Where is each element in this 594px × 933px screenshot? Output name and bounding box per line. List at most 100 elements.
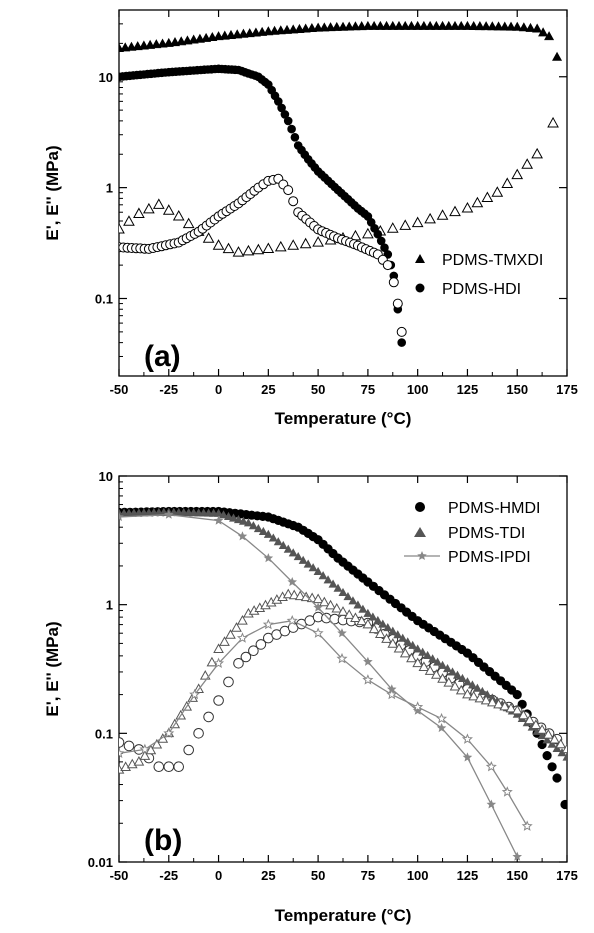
data-point [511, 704, 523, 715]
data-point [437, 673, 448, 683]
data-point [348, 596, 358, 605]
data-point [531, 147, 543, 159]
data-point [120, 761, 131, 771]
data-point [163, 509, 174, 519]
data-point [298, 555, 308, 564]
series-line [119, 620, 528, 827]
data-point [431, 20, 442, 30]
data-point [294, 590, 306, 601]
y-axis-label-a: E', E'' (MPa) [43, 145, 62, 240]
data-point [455, 684, 467, 695]
data-point [193, 728, 204, 739]
data-point [436, 209, 449, 220]
data-point [263, 553, 274, 563]
data-point [487, 21, 498, 31]
data-point [274, 240, 287, 252]
data-point [350, 21, 361, 31]
data-point [343, 609, 355, 619]
data-point [123, 740, 135, 752]
data-point [399, 647, 411, 658]
data-point [462, 20, 473, 30]
data-point [189, 688, 201, 700]
legend-marker-tdi [414, 527, 426, 537]
data-point [255, 639, 267, 650]
data-point [462, 752, 473, 762]
data-point [356, 21, 367, 31]
data-point [511, 168, 524, 180]
data-point [268, 533, 278, 542]
data-marks-a [119, 20, 563, 347]
data-point [145, 744, 157, 755]
data-point [552, 773, 562, 783]
data-point [505, 702, 517, 713]
data-point [542, 735, 552, 744]
data-point [237, 531, 248, 541]
data-point [312, 627, 324, 638]
data-point [337, 606, 349, 616]
data-point [172, 209, 185, 221]
data-point [328, 579, 338, 588]
data-point [525, 22, 536, 32]
x-tick-label-b: 175 [556, 868, 578, 883]
data-point [468, 690, 480, 701]
data-point [376, 236, 386, 246]
data-point [283, 116, 293, 126]
data-point [561, 743, 567, 754]
data-point [278, 540, 288, 549]
x-tick-label-b: -50 [110, 868, 129, 883]
data-point [238, 516, 248, 525]
data-point [337, 21, 349, 31]
data-point [344, 21, 355, 31]
data-point [424, 665, 436, 675]
data-point [449, 680, 461, 691]
data-point [331, 602, 343, 613]
data-point [512, 851, 523, 861]
data-point [337, 628, 347, 638]
data-point [325, 22, 336, 32]
data-point [133, 755, 145, 766]
data-point [162, 204, 175, 215]
data-point [408, 640, 418, 649]
data-point [213, 695, 224, 706]
data-point [499, 21, 510, 31]
data-point [397, 338, 407, 347]
data-point [343, 592, 353, 601]
x-tick-label-b: 25 [261, 868, 275, 883]
data-point [258, 526, 268, 535]
data-point [283, 544, 293, 553]
data-point [449, 20, 461, 30]
data-point [203, 711, 214, 723]
data-point [281, 24, 293, 34]
y-axis-label-b: E', E'' (MPa) [43, 621, 62, 716]
data-point [456, 20, 467, 30]
data-point [443, 20, 454, 30]
data-point [213, 657, 225, 669]
data-point [524, 714, 536, 725]
x-tick-label-b: 125 [457, 868, 479, 883]
data-point [232, 246, 245, 257]
data-point [369, 20, 380, 30]
data-point [290, 133, 300, 142]
data-point [293, 552, 303, 561]
x-axis-label-a: Temperature (°C) [275, 409, 412, 428]
data-point [222, 242, 235, 254]
data-point [183, 744, 194, 756]
data-point [486, 799, 497, 809]
series-pdms-tmxdi-storage-a [119, 20, 563, 61]
data-point [532, 23, 543, 33]
data-point [562, 752, 567, 761]
data-point [151, 738, 163, 749]
data-point [521, 158, 534, 169]
data-point [375, 20, 386, 30]
data-point [263, 529, 273, 538]
data-point [443, 664, 453, 673]
data-point [448, 667, 458, 676]
x-tick-label-a: 50 [311, 382, 325, 397]
data-point [248, 645, 259, 657]
data-point [133, 207, 145, 218]
data-point [126, 758, 138, 769]
data-point [212, 239, 225, 250]
data-point [398, 633, 408, 642]
axis-ticks-b: -50 -25 0 25 50 75 100 125 150 175 0.01 0.1 1 10 [88, 469, 578, 883]
data-point [467, 680, 477, 689]
